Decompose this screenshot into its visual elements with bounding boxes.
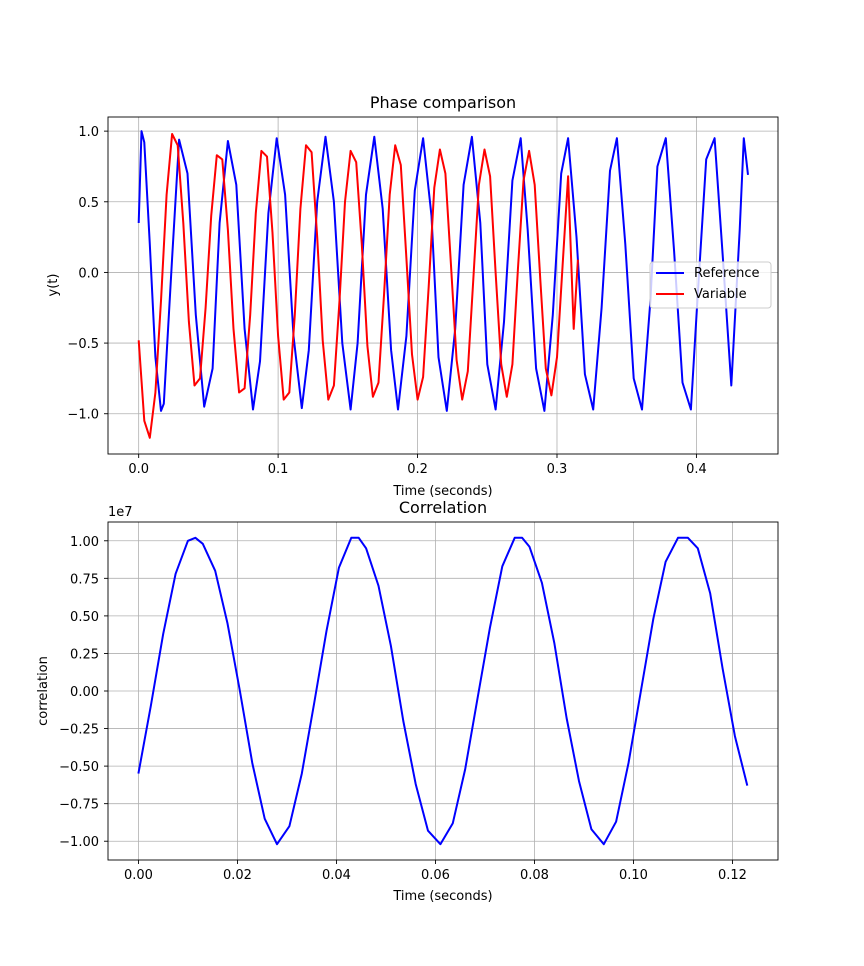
phase-comparison-title: Phase comparison <box>370 93 516 112</box>
y-tick-label: −0.50 <box>59 760 99 775</box>
y-tick-label: 0.0 <box>78 266 99 281</box>
x-tick-label: 0.04 <box>322 868 351 883</box>
series-line-correlation <box>137 536 749 846</box>
y-tick-label: 0.50 <box>70 610 99 625</box>
x-tick-label: 0.02 <box>223 868 252 883</box>
phase-comparison-chart: 0.0 0.1 0.2 0.3 0.4 1.0 0.5 0.0 −0.5 −1.0 Phase c… <box>46 93 779 499</box>
y-tick-label: −1.00 <box>59 835 99 850</box>
x-tick-label: 0.4 <box>686 462 707 477</box>
x-tick-label: 0.3 <box>547 462 568 477</box>
correlation-xlabel: Time (seconds) <box>392 889 492 904</box>
x-tick-label: 0.08 <box>520 868 549 883</box>
phase-comparison-plot-frame <box>107 116 779 455</box>
series-line-variable <box>137 133 579 439</box>
y-tick-label: −0.25 <box>59 723 99 738</box>
y-tick-label: −0.5 <box>67 337 99 352</box>
correlation-offset-text: 1e7 <box>108 505 133 520</box>
y-tick-label: 0.5 <box>78 196 99 211</box>
y-tick-label: −0.75 <box>59 798 99 813</box>
y-tick-label: 0.75 <box>70 572 99 587</box>
series-line-reference <box>137 130 749 412</box>
correlation-chart: 0.00 0.02 0.04 0.06 0.08 0.10 0.12 1.00 0.75 0.50… <box>36 498 779 904</box>
x-tick-label: 0.10 <box>619 868 648 883</box>
y-tick-label: 0.00 <box>70 685 99 700</box>
phase-comparison-xlabel: Time (seconds) <box>392 484 492 499</box>
x-tick-label: 0.00 <box>124 868 153 883</box>
phase-comparison-legend: Reference Variable <box>649 261 772 309</box>
y-tick-label: 1.00 <box>70 535 99 550</box>
x-tick-label: 0.12 <box>718 868 747 883</box>
x-tick-label: 0.1 <box>268 462 289 477</box>
legend-label-reference: Reference <box>694 266 759 281</box>
y-tick-label: −1.0 <box>67 408 99 423</box>
y-tick-label: 1.0 <box>78 125 99 140</box>
legend-label-variable: Variable <box>694 287 747 302</box>
x-tick-label: 0.0 <box>128 462 149 477</box>
x-tick-label: 0.2 <box>407 462 428 477</box>
correlation-ylabel: correlation <box>36 656 51 726</box>
correlation-title: Correlation <box>399 498 487 517</box>
y-tick-label: 0.25 <box>70 647 99 662</box>
phase-comparison-ylabel: y(t) <box>46 274 61 297</box>
x-tick-label: 0.06 <box>421 868 450 883</box>
